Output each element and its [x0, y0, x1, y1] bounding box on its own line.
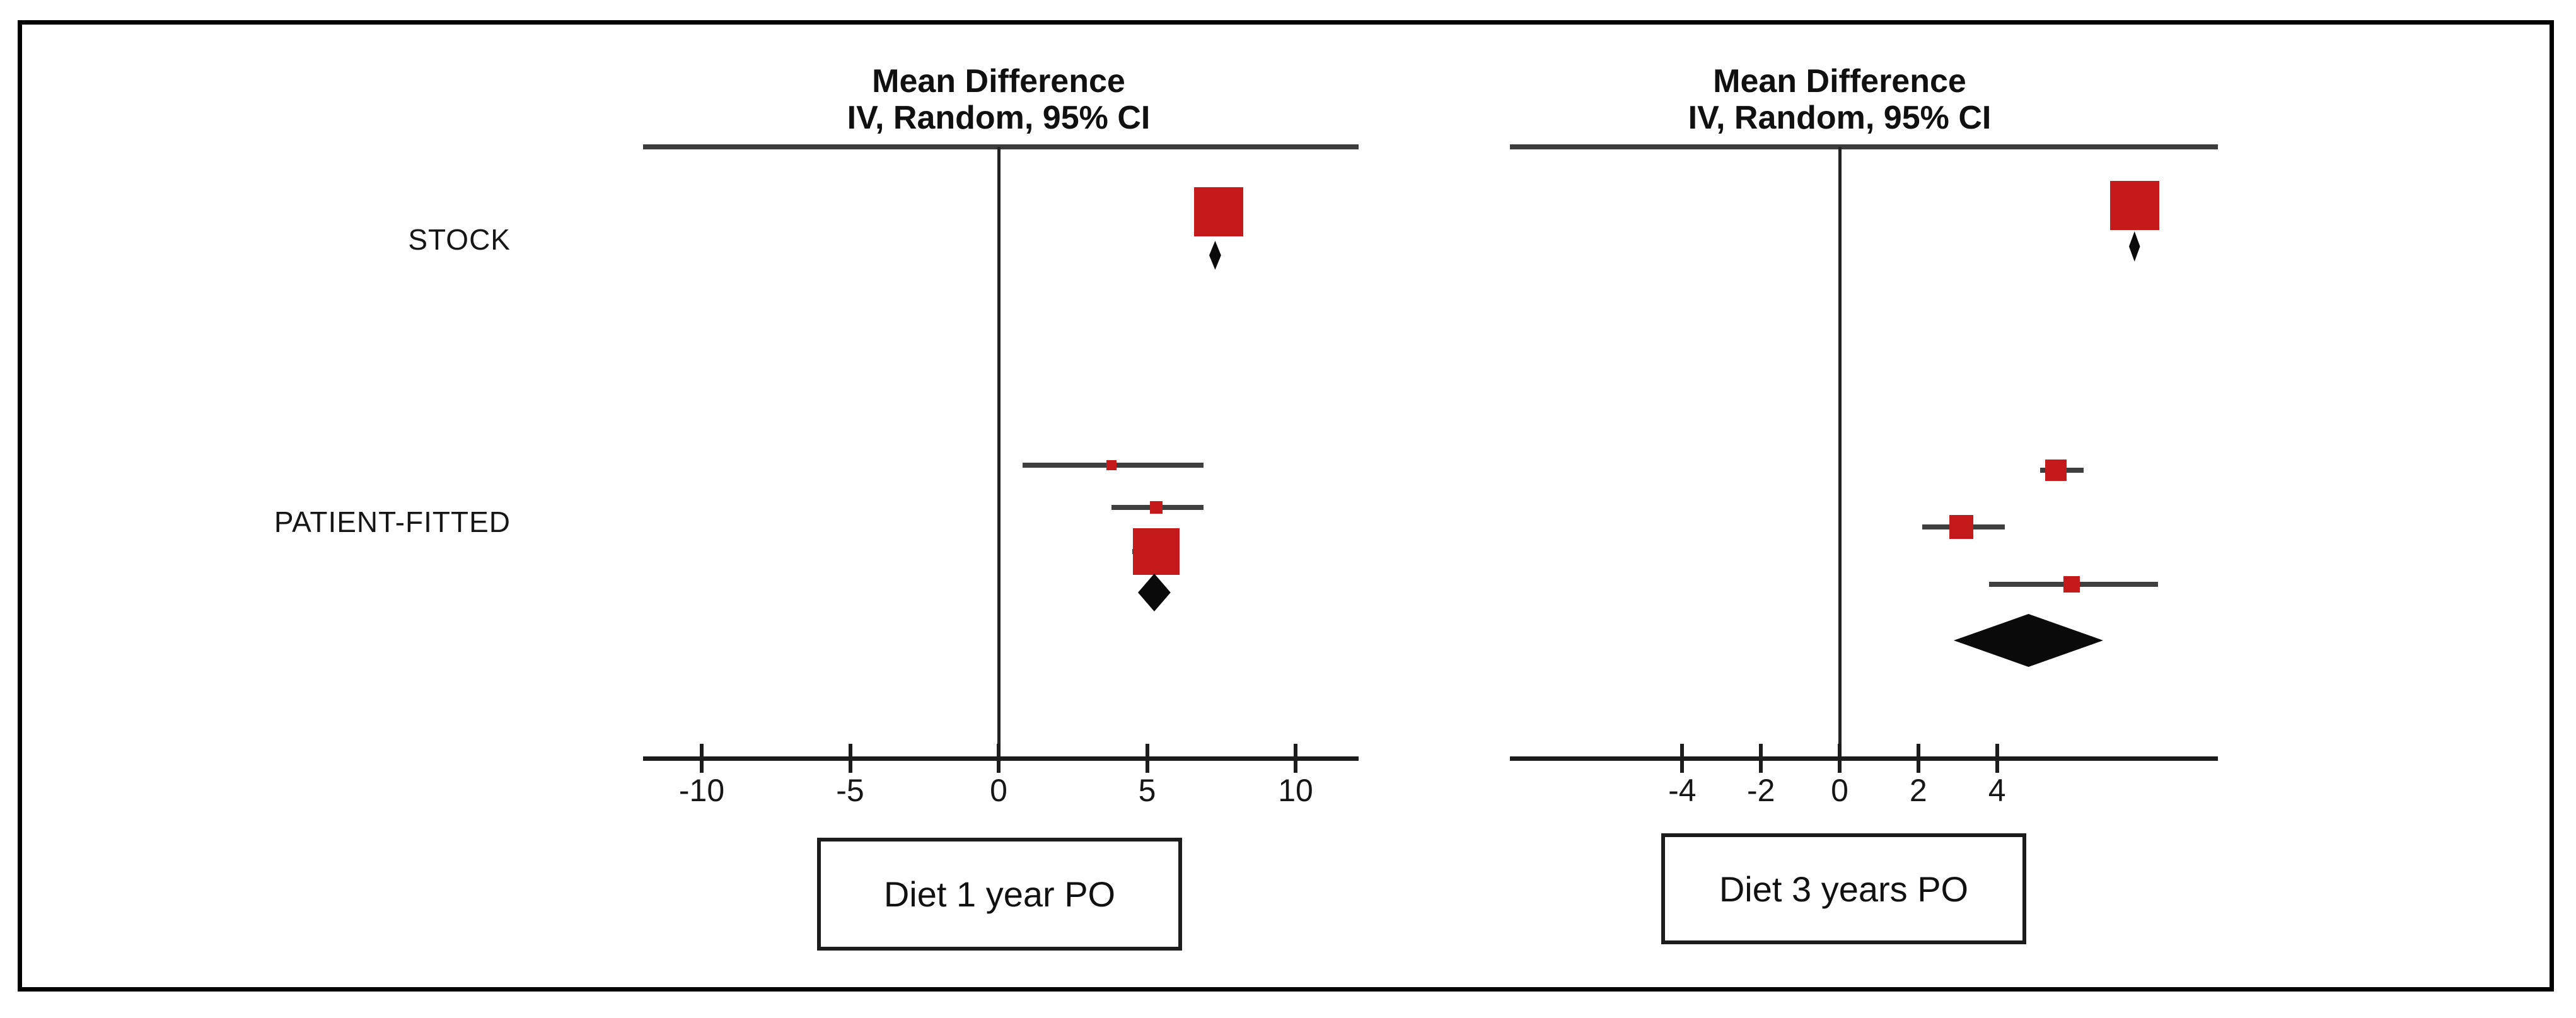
effect-square — [2110, 181, 2159, 230]
tick-label: -4 — [1668, 773, 1697, 808]
axis-tick — [848, 744, 852, 773]
tick-label: 4 — [1988, 773, 2006, 808]
effect-square — [1949, 515, 1974, 539]
tick-label: 0 — [1831, 773, 1848, 808]
effect-square — [2063, 576, 2080, 593]
model-subtitle: IV, Random, 95% CI — [847, 100, 1151, 136]
tick-label: 5 — [1138, 773, 1156, 808]
effect-square — [2045, 460, 2067, 481]
effect-square — [1132, 528, 1180, 575]
axis-tick — [1838, 744, 1842, 773]
axis-tick — [1680, 744, 1685, 773]
tick-label: 10 — [1278, 773, 1313, 808]
tick-label: -2 — [1746, 773, 1775, 808]
group-label-patient-fitted: PATIENT-FITTED — [274, 506, 511, 538]
effect-square — [1149, 501, 1163, 514]
effect-square — [1106, 460, 1117, 470]
model-subtitle: IV, Random, 95% CI — [1688, 100, 1992, 136]
panel-title: Mean Difference IV, Random, 95% CI — [847, 63, 1151, 136]
axis-tick — [1995, 744, 1999, 773]
axis-tick — [1916, 744, 1920, 773]
subtotal-diamond — [1209, 241, 1222, 270]
group-label-stock: STOCK — [408, 223, 511, 256]
tick-label: -10 — [678, 773, 725, 808]
zero-line — [1838, 147, 1842, 758]
footer-label: Diet 1 year PO — [883, 874, 1116, 914]
footer-box: Diet 1 year PO — [817, 838, 1182, 951]
zero-line — [997, 147, 1001, 758]
axis-tick — [997, 744, 1001, 773]
footer-label: Diet 3 years PO — [1719, 869, 1969, 909]
axis-tick — [700, 744, 704, 773]
axis-tick — [1294, 744, 1297, 773]
effect-measure-title: Mean Difference — [1713, 63, 1966, 100]
subtotal-diamond — [2129, 231, 2140, 262]
tick-label: 0 — [990, 773, 1007, 808]
panel-title: Mean Difference IV, Random, 95% CI — [1688, 63, 1992, 136]
axis-tick — [1145, 744, 1149, 773]
header-rule — [643, 144, 1359, 149]
subtotal-diamond — [1138, 574, 1171, 611]
x-axis — [643, 756, 1359, 761]
effect-measure-title: Mean Difference — [872, 63, 1125, 100]
x-axis — [1510, 756, 2218, 761]
tick-label: -5 — [836, 773, 864, 808]
effect-square — [1193, 187, 1243, 236]
footer-box: Diet 3 years PO — [1661, 833, 2026, 944]
subtotal-diamond — [1953, 614, 2104, 667]
header-rule — [1510, 144, 2218, 149]
tick-label: 2 — [1909, 773, 1927, 808]
axis-tick — [1759, 744, 1763, 773]
